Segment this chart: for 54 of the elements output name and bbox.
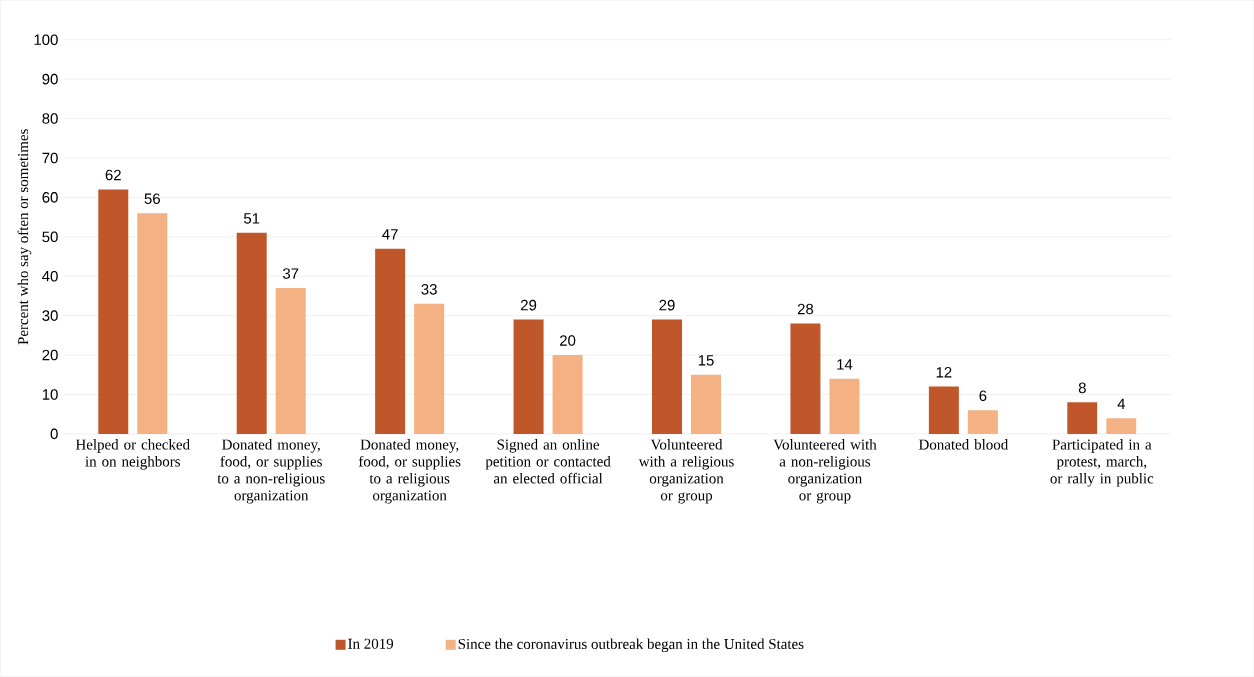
data-label: 6 <box>979 390 987 402</box>
data-label: 62 <box>105 169 121 181</box>
bar <box>790 323 821 435</box>
x-tick-label: Volunteered with a non-religious organization or group <box>773 439 877 504</box>
data-label: 15 <box>698 355 714 366</box>
y-tick-label: 60 <box>42 192 58 203</box>
y-tick-label: 40 <box>42 271 58 282</box>
x-tick-label: Helped or checked in on neighbors <box>75 439 190 470</box>
bar <box>829 378 860 435</box>
y-tick-label: 0 <box>50 428 58 440</box>
data-label: 4 <box>1117 398 1126 410</box>
legend-label: Since the coronavirus outbreak began in the United States <box>458 638 804 653</box>
data-label: 56 <box>144 193 160 205</box>
y-tick-label: 30 <box>42 310 58 322</box>
data-label: 8 <box>1078 382 1086 394</box>
data-label: 28 <box>797 303 814 315</box>
bar <box>98 189 129 435</box>
y-tick-label: 100 <box>34 34 58 46</box>
x-tick-label: Donated money, food, or supplies to a non-religious organization <box>217 439 325 504</box>
bar <box>137 213 168 435</box>
legend-label: In 2019 <box>348 638 394 649</box>
x-tick-label: Volunteered with a religious organization or group <box>638 439 734 504</box>
bar <box>375 248 406 435</box>
data-label: 37 <box>282 268 299 279</box>
data-label: 29 <box>521 299 537 311</box>
bar <box>1067 402 1098 435</box>
bar <box>275 288 306 435</box>
data-label: 33 <box>421 284 437 295</box>
bar <box>652 319 683 435</box>
x-tick-label: Donated blood <box>918 439 1009 450</box>
y-tick-label: 50 <box>42 231 58 243</box>
data-label: 20 <box>560 335 576 347</box>
y-axis-title: Percent who say often or sometimes <box>17 129 32 345</box>
y-tick-label: 20 <box>42 349 58 361</box>
bar <box>928 386 959 435</box>
bar <box>1106 418 1137 435</box>
bar <box>552 355 583 435</box>
bar <box>691 374 722 435</box>
bar <box>967 410 998 435</box>
x-tick-label: Donated money, food, or supplies to a religious organization <box>358 439 461 504</box>
bar <box>236 233 267 435</box>
y-tick-label: 70 <box>42 152 58 164</box>
x-tick-label: Signed an online petition or contacted an elected official <box>485 439 611 484</box>
x-tick-label: Participated in a protest, march, or rally in public <box>1050 439 1154 487</box>
y-tick-label: 10 <box>42 389 58 400</box>
data-label: 51 <box>243 213 260 224</box>
data-label: 12 <box>936 367 952 378</box>
data-label: 47 <box>382 229 398 240</box>
bar <box>513 319 544 435</box>
y-tick-label: 90 <box>42 73 58 85</box>
data-label: 29 <box>659 299 675 311</box>
data-label: 14 <box>837 359 853 370</box>
bar <box>414 303 445 435</box>
y-tick-label: 80 <box>42 113 58 124</box>
